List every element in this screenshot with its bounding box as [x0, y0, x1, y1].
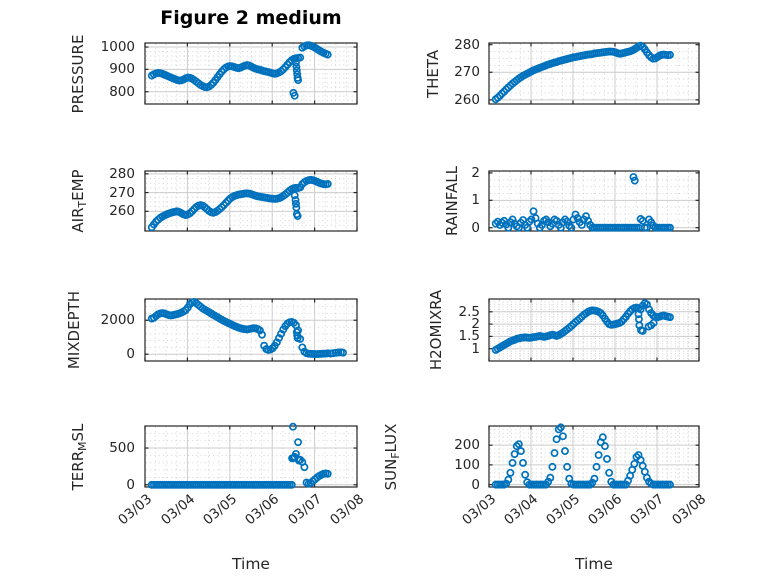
x-axis-title-right: Time: [575, 555, 613, 573]
subplot-theta: [488, 41, 700, 105]
tick-marks: [488, 299, 700, 361]
y-axis-label-text: SL: [68, 423, 87, 442]
subplot-mixdepth: [144, 297, 358, 362]
y-tick-label: 1: [471, 340, 480, 357]
subplot-sun-flux: [488, 423, 700, 489]
data-points: [147, 422, 332, 489]
y-tick-label: 270: [109, 184, 135, 201]
data-points: [491, 41, 674, 104]
y-tick-label: 0: [126, 346, 135, 363]
subplot-h2omixra: [488, 298, 700, 362]
y-axis-label-text: PRESSURE: [69, 34, 87, 113]
y-tick-label: 270: [454, 64, 480, 81]
subplot-air-temp: [144, 170, 358, 232]
y-tick-label: 1.5: [458, 328, 480, 345]
y-tick-label: 1000: [100, 39, 135, 56]
y-axis-label-text: EMP: [68, 169, 87, 201]
y-axis-label-text: LUX: [381, 423, 400, 452]
data-points: [147, 41, 332, 100]
tick-marks: [144, 299, 358, 361]
data-points: [491, 299, 674, 354]
y-tick-label: 280: [109, 165, 135, 182]
y-tick-label: 1: [471, 192, 480, 209]
y-tick-label: 100: [454, 456, 480, 473]
y-axis-label-theta: THETA: [424, 49, 442, 97]
tick-marks: [144, 426, 358, 487]
y-axis-label-text: SUN: [381, 458, 400, 490]
y-tick-label: 900: [109, 61, 135, 78]
y-tick-label: 2: [471, 316, 480, 333]
data-points: [147, 175, 332, 232]
y-axis-label-text: AIR: [68, 207, 87, 233]
subplot-rainfall: [488, 170, 700, 232]
y-axis-label-h2omixra: H2OMIXRA: [427, 290, 445, 370]
grid: [145, 426, 357, 487]
y-axis-label-sun-flux: SUNFLUX: [382, 423, 402, 490]
y-axis-label-text: THETA: [424, 49, 442, 98]
y-axis-label-text: RAINFALL: [443, 166, 461, 236]
y-axis-label-subscript: M: [76, 441, 90, 451]
y-axis-label-air-temp: AIRTEMP: [69, 169, 89, 232]
y-axis-label-terr-msl: TERRMSL: [69, 423, 89, 490]
data-points: [491, 173, 674, 232]
y-tick-label: 2.5: [458, 303, 480, 320]
y-tick-label: 280: [454, 36, 480, 53]
y-tick-label: 2000: [100, 312, 135, 329]
grid: [489, 426, 699, 487]
y-axis-label-rainfall: RAINFALL: [443, 166, 461, 236]
y-tick-label: 0: [126, 476, 135, 493]
y-axis-label-mixdepth: MIXDEPTH: [65, 291, 83, 369]
axes-box: [488, 425, 700, 488]
tick-marks: [144, 171, 358, 231]
y-tick-label: 0: [471, 476, 480, 493]
subplot-terr-msl: [144, 422, 358, 489]
y-axis-label-text: H2OMIXRA: [427, 289, 445, 371]
axes-box: [488, 42, 700, 105]
y-tick-label: 260: [109, 203, 135, 220]
axes-box: [488, 298, 700, 362]
x-axis-title-left: Time: [232, 555, 270, 573]
data-points: [491, 423, 674, 489]
y-tick-label: 0: [471, 219, 480, 236]
y-tick-label: 200: [454, 437, 480, 454]
tick-marks: [144, 43, 358, 104]
figure-title: Figure 2 medium: [160, 7, 342, 29]
subplot-pressure: [144, 41, 358, 105]
y-axis-label-subscript: T: [76, 200, 90, 208]
data-points: [147, 297, 347, 358]
y-tick-label: 2: [471, 164, 480, 181]
y-tick-label: 500: [109, 440, 135, 457]
tick-marks: [488, 171, 700, 231]
y-axis-label-subscript: F: [389, 451, 403, 459]
grid: [145, 171, 357, 231]
y-axis-label-text: TERR: [68, 450, 87, 490]
y-tick-label: 260: [454, 91, 480, 108]
axes-box: [144, 170, 358, 232]
y-tick-label: 800: [109, 83, 135, 100]
axes-box: [144, 42, 358, 105]
y-axis-label-text: MIXDEPTH: [65, 290, 83, 370]
axes-box: [144, 298, 358, 362]
y-axis-label-pressure: PRESSURE: [69, 34, 87, 113]
tick-marks: [488, 43, 700, 104]
